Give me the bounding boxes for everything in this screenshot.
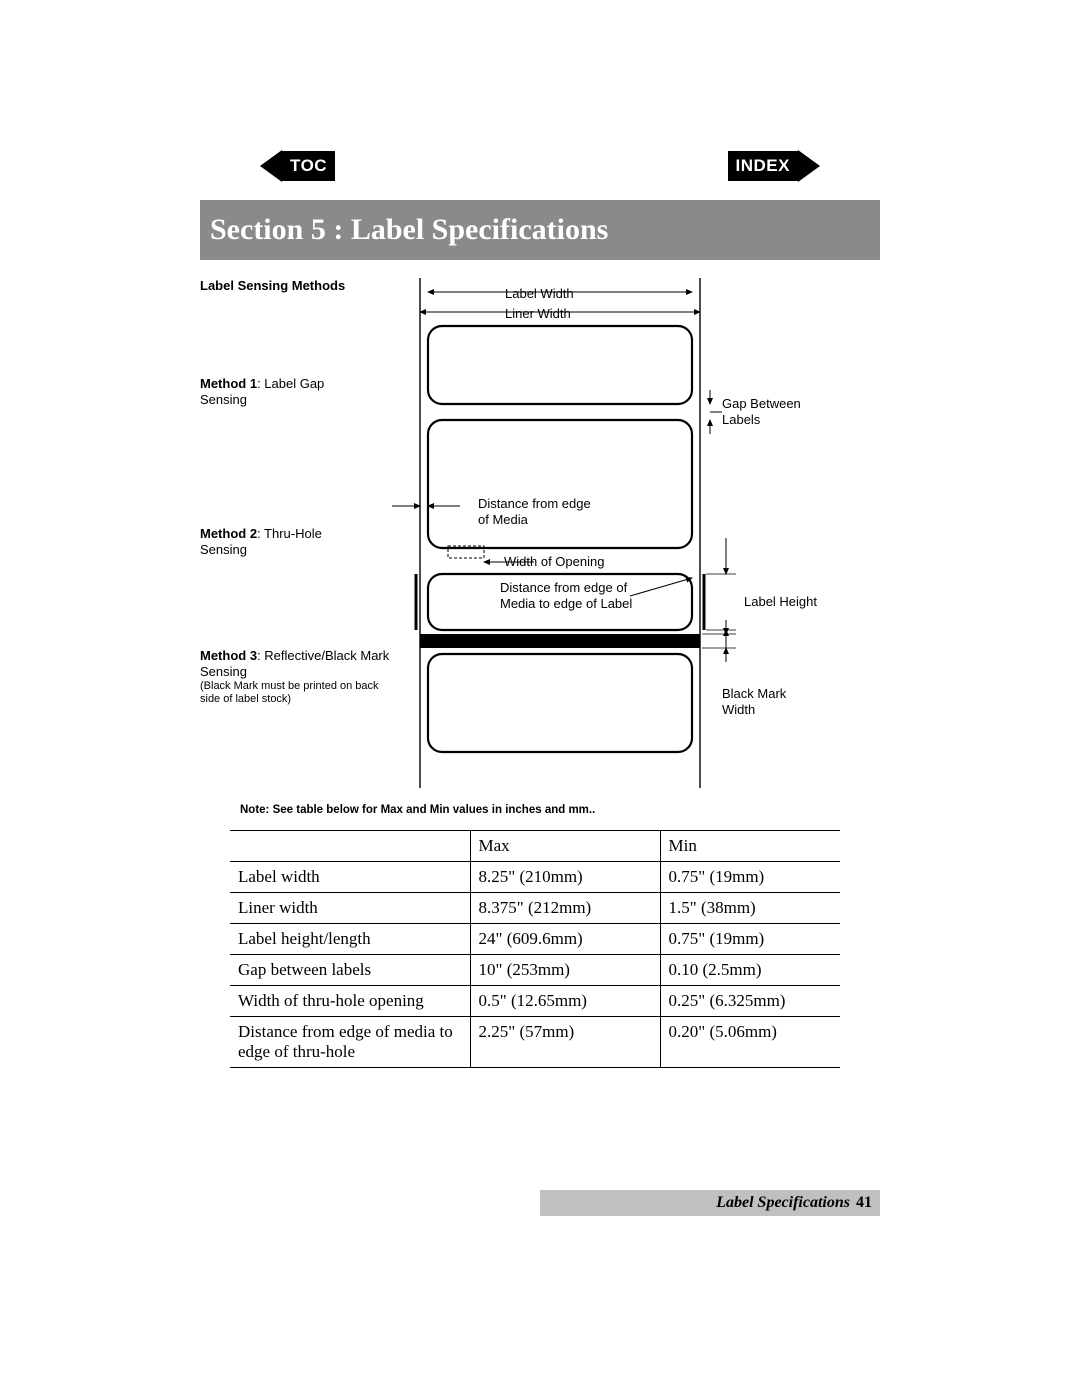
table-row: Width of thru-hole opening0.5" (12.65mm)… [230, 986, 840, 1017]
note-text: Note: See table below for Max and Min va… [240, 804, 880, 816]
label-width-text: Label Width [505, 286, 574, 302]
table-header-cell: Max [470, 831, 660, 862]
distance-edge-media-text: Distance from edge of Media [478, 496, 598, 527]
table-cell: 0.5" (12.65mm) [470, 986, 660, 1017]
table-cell: 0.10 (2.5mm) [660, 955, 840, 986]
index-button[interactable]: INDEX [728, 150, 820, 182]
table-cell: Distance from edge of media to edge of t… [230, 1017, 470, 1068]
width-opening-text: Width of Opening [504, 554, 664, 570]
distance-edge-label-text: Distance from edge of Media to edge of L… [500, 580, 650, 611]
section-title: Section 5 : Label Specifications [210, 213, 608, 247]
gap-between-text: Gap Between Labels [722, 396, 842, 427]
footer-page-number: 41 [856, 1194, 872, 1212]
method1-label: Method 1: Label Gap Sensing [200, 376, 370, 407]
sensing-methods-title: Label Sensing Methods [200, 278, 345, 293]
table-cell: 0.75" (19mm) [660, 924, 840, 955]
table-cell: Liner width [230, 893, 470, 924]
footer-text: Label Specifications [716, 1194, 850, 1212]
table-row: Label width8.25" (210mm)0.75" (19mm) [230, 862, 840, 893]
table-cell: 10" (253mm) [470, 955, 660, 986]
table-row: Gap between labels10" (253mm)0.10 (2.5mm… [230, 955, 840, 986]
spec-table: MaxMinLabel width8.25" (210mm)0.75" (19m… [230, 830, 840, 1068]
table-cell: 1.5" (38mm) [660, 893, 840, 924]
index-label: INDEX [728, 151, 798, 181]
table-row: Label height/length24" (609.6mm)0.75" (1… [230, 924, 840, 955]
table-cell: 0.20" (5.06mm) [660, 1017, 840, 1068]
table-cell: 0.75" (19mm) [660, 862, 840, 893]
toc-button[interactable]: TOC [260, 150, 335, 182]
black-mark-text: Black Mark Width [722, 686, 822, 717]
page-content: TOC INDEX Section 5 : Label Specificatio… [200, 150, 880, 1068]
method2-label: Method 2: Thru-Hole Sensing [200, 526, 370, 557]
table-header-cell: Min [660, 831, 840, 862]
table-cell: 8.375" (212mm) [470, 893, 660, 924]
table-cell: 2.25" (57mm) [470, 1017, 660, 1068]
table-cell: Label height/length [230, 924, 470, 955]
table-cell: Width of thru-hole opening [230, 986, 470, 1017]
method3-label: Method 3: Reflective/Black Mark Sensing [200, 648, 400, 679]
table-cell: Label width [230, 862, 470, 893]
arrow-left-icon [260, 150, 282, 182]
toc-label: TOC [282, 151, 335, 181]
nav-row: TOC INDEX [260, 150, 820, 182]
section-title-bar: Section 5 : Label Specifications [200, 200, 880, 260]
arrow-right-icon [798, 150, 820, 182]
table-row: Liner width8.375" (212mm)1.5" (38mm) [230, 893, 840, 924]
table-cell: 8.25" (210mm) [470, 862, 660, 893]
table-cell: Gap between labels [230, 955, 470, 986]
table-header-cell [230, 831, 470, 862]
method3-note: (Black Mark must be printed on back side… [200, 680, 400, 706]
page-footer: Label Specifications 41 [540, 1190, 880, 1216]
table-row: Distance from edge of media to edge of t… [230, 1017, 840, 1068]
table-cell: 24" (609.6mm) [470, 924, 660, 955]
label-diagram: Label Sensing Methods Method 1: Label Ga… [200, 278, 860, 798]
label-height-text: Label Height [744, 594, 817, 610]
liner-width-text: Liner Width [505, 306, 571, 322]
table-cell: 0.25" (6.325mm) [660, 986, 840, 1017]
